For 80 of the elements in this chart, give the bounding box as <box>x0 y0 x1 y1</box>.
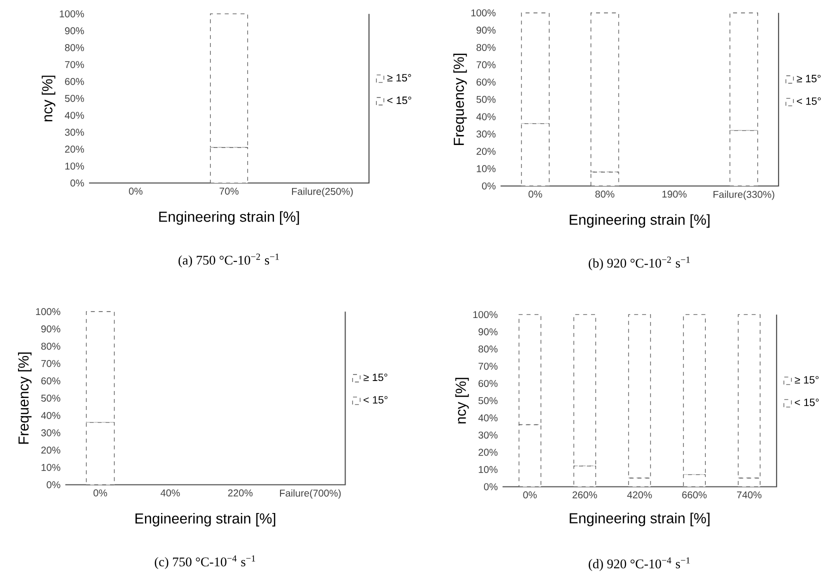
y-tick-label: 30% <box>476 130 496 138</box>
legend-label: < 15° <box>796 97 821 105</box>
y-axis-title: Frequency [%] <box>18 352 32 444</box>
y-tick-label: 20% <box>478 448 498 456</box>
y-tick-label: 50% <box>41 394 60 402</box>
y-tick-label: 50% <box>476 96 496 103</box>
legend-label: < 15° <box>794 398 819 406</box>
y-tick-label: 0% <box>70 179 84 186</box>
y-tick-label: 0% <box>482 182 496 190</box>
x-tick-label: 660% <box>682 491 707 498</box>
y-tick-label: 60% <box>65 78 84 85</box>
x-tick-label: 740% <box>737 491 762 498</box>
y-tick-label: 80% <box>478 345 498 352</box>
legend-label: < 15° <box>387 96 412 104</box>
y-tick-label: 90% <box>65 27 84 34</box>
y-tick-label: 70% <box>65 60 84 68</box>
y-tick-label: 100% <box>471 9 496 16</box>
y-tick-label: 10% <box>42 464 60 471</box>
y-tick-label: 50% <box>478 396 498 404</box>
y-tick-label: 70% <box>41 360 60 367</box>
y-tick-label: 0% <box>46 481 60 488</box>
x-axis-title: Engineering strain [%] <box>570 214 710 228</box>
y-tick-label: 10% <box>65 162 84 170</box>
text: (c) 750 °C-10$^{−4}$ s$^{−1}$ <box>154 555 256 569</box>
legend-label: ≥ 15° <box>794 376 819 384</box>
legend-label: ≥ 15° <box>796 74 821 82</box>
x-tick-label: Failure(700%) <box>280 489 341 498</box>
legend-label: ≥ 15° <box>364 373 388 381</box>
x-tick-label: Failure(250%) <box>292 187 353 197</box>
y-axis-title: Frequency [%] <box>453 54 467 145</box>
x-tick-label: 0% <box>528 190 542 198</box>
y-tick-label: 20% <box>41 446 60 454</box>
y-tick-label: 80% <box>476 44 496 51</box>
y-tick-label: 10% <box>478 466 498 473</box>
x-tick-label: 190% <box>662 190 687 198</box>
x-tick-label: 70% <box>220 187 239 194</box>
y-tick-label: 100% <box>473 310 498 318</box>
y-tick-label: 100% <box>36 308 60 315</box>
y-tick-label: 80% <box>65 44 84 51</box>
text: (d) 920 °C-10$^{−4}$ s$^{−1}$ <box>588 557 690 571</box>
x-tick-label: 80% <box>595 190 614 198</box>
y-tick-label: 10% <box>476 164 496 172</box>
y-tick-label: 60% <box>478 380 498 387</box>
text: (b) 920 °C-10$^{−2}$ s$^{−1}$ <box>588 256 690 270</box>
x-tick-label: 220% <box>228 489 253 496</box>
y-axis-title: ncy [%] <box>455 378 469 424</box>
x-tick-label: 0% <box>128 187 142 194</box>
y-tick-label: 100% <box>60 10 84 18</box>
y-tick-label: 30% <box>64 128 84 136</box>
legend-label: < 15° <box>364 396 388 404</box>
y-tick-label: 30% <box>478 431 498 438</box>
x-axis-title: Engineering strain [%] <box>570 512 710 526</box>
y-tick-label: 60% <box>41 377 60 384</box>
y-tick-label: 40% <box>64 112 84 119</box>
x-tick-label: 0% <box>523 491 537 498</box>
legend-label: ≥ 15° <box>387 74 412 82</box>
y-tick-label: 40% <box>41 412 60 419</box>
y-tick-label: 30% <box>41 429 60 436</box>
y-tick-label: 40% <box>478 414 498 422</box>
y-tick-label: 60% <box>476 78 496 86</box>
y-tick-label: 50% <box>64 94 84 102</box>
y-tick-label: 90% <box>41 325 60 332</box>
y-tick-label: 90% <box>476 26 496 34</box>
y-tick-label: 20% <box>65 145 84 152</box>
x-tick-label: 260% <box>572 491 598 498</box>
y-tick-label: 0% <box>484 483 498 490</box>
x-tick-label: 0% <box>94 489 108 496</box>
y-axis-title: ncy [%] <box>42 75 56 122</box>
x-axis-title: Engineering strain [%] <box>159 211 299 225</box>
y-tick-label: 40% <box>476 113 496 120</box>
y-tick-label: 70% <box>476 61 496 68</box>
x-tick-label: 420% <box>627 491 652 498</box>
x-tick-label: 40% <box>160 489 180 496</box>
y-tick-label: 90% <box>478 328 498 336</box>
x-tick-label: Failure(330%) <box>714 190 774 200</box>
y-tick-label: 70% <box>478 362 498 370</box>
text: (a) 750 °C-10$^{−2}$ s$^{−1}$ <box>178 253 279 268</box>
x-axis-title: Engineering strain [%] <box>136 512 276 526</box>
y-tick-label: 80% <box>41 342 60 350</box>
y-tick-label: 20% <box>476 148 496 155</box>
